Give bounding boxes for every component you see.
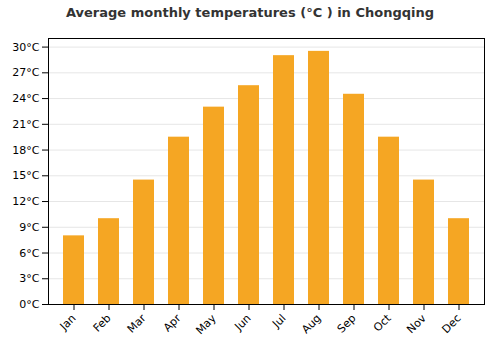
svg-text:Jun: Jun: [232, 312, 254, 334]
svg-text:May: May: [193, 311, 219, 337]
svg-text:Feb: Feb: [91, 312, 114, 335]
svg-text:30°C: 30°C: [12, 41, 39, 54]
svg-text:15°C: 15°C: [12, 169, 39, 182]
svg-text:21°C: 21°C: [12, 118, 39, 131]
svg-text:Nov: Nov: [404, 311, 429, 336]
svg-text:12°C: 12°C: [12, 195, 39, 208]
svg-text:3°C: 3°C: [19, 272, 39, 285]
svg-text:18°C: 18°C: [12, 144, 39, 157]
html-text:Average monthly temperatures (: Average monthly temperatures (°C ) in Ch…: [66, 5, 434, 20]
svg-text:9°C: 9°C: [19, 221, 39, 234]
svg-text:Sep: Sep: [335, 312, 359, 336]
svg-text:Aug: Aug: [299, 312, 323, 336]
svg-text:Jul: Jul: [269, 312, 288, 331]
svg-text:Mar: Mar: [125, 311, 149, 335]
svg-text:Dec: Dec: [439, 312, 463, 336]
svg-text:24°C: 24°C: [12, 92, 39, 105]
svg-text:6°C: 6°C: [19, 247, 39, 260]
svg-text:Jan: Jan: [57, 312, 79, 334]
svg-text:27°C: 27°C: [12, 66, 39, 79]
svg-text:Apr: Apr: [161, 311, 184, 334]
svg-text:Oct: Oct: [371, 311, 394, 334]
svg-text:0°C: 0°C: [19, 298, 39, 311]
